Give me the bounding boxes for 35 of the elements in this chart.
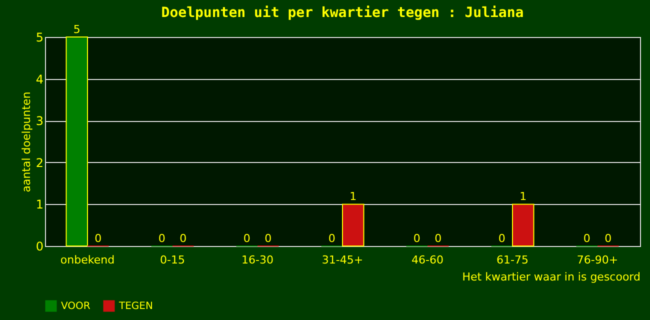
x-tick-label: 76-90+ [576,254,618,266]
chart-title: Doelpunten uit per kwartier tegen : Juliana [161,5,524,21]
data-label: 0 [328,232,336,245]
data-label: 0 [243,232,250,245]
bar [512,204,534,246]
data-label: 0 [604,232,612,245]
x-tick-label: 0-15 [160,254,185,266]
data-label: 0 [158,232,166,245]
y-tick-label: 3 [36,114,44,128]
data-label: 0 [180,232,187,245]
legend-label: TEGEN [118,301,153,312]
x-axis-title: Het kwartier waar in is gescoord [462,270,640,284]
data-label: 1 [520,190,527,204]
data-label: 0 [264,232,272,245]
x-tick-label: 46-60 [412,254,444,266]
bar [66,36,88,246]
data-label: 1 [350,190,357,204]
data-label: 0 [413,232,420,245]
bar [342,204,364,246]
y-tick-label: 2 [36,156,44,170]
data-label: 0 [94,232,102,245]
y-tick-label: 5 [36,30,44,44]
data-label: 0 [434,232,442,245]
x-tick-label: 61-75 [496,254,528,266]
data-label: 0 [583,232,590,245]
x-tick-label: 16-30 [242,254,274,266]
y-tick-label: 4 [36,72,44,86]
y-tick-label: 1 [36,198,44,212]
y-tick-label: 0 [36,240,44,254]
data-label: 5 [73,23,80,36]
legend-label: VOOR [61,301,90,312]
y-axis-title: aantal doelpunten [20,92,33,192]
x-tick-label: 31-45+ [322,254,364,266]
x-tick-label: onbekend [60,254,115,266]
data-label: 0 [498,232,506,245]
